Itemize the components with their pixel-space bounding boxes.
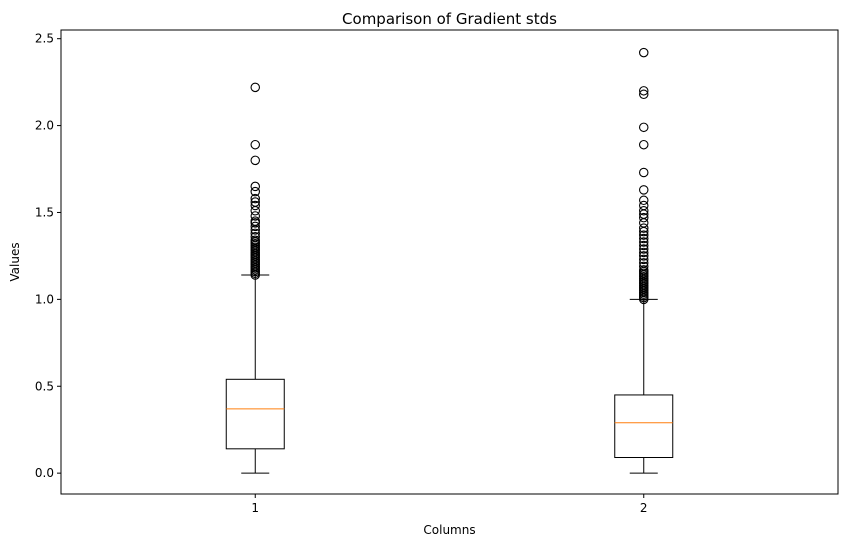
outlier-point [638, 212, 649, 223]
outlier-point [250, 235, 261, 246]
outlier-point [638, 230, 649, 240]
outlier-point [638, 247, 649, 258]
outlier-point [638, 47, 649, 58]
outlier-point [250, 186, 261, 197]
plot-area-frame [60, 29, 839, 495]
outlier-point [638, 167, 649, 178]
y-tick-label: 1.0 [35, 292, 54, 306]
x-tick-label: 2 [640, 501, 648, 515]
x-tick-label: 1 [251, 501, 259, 515]
y-axis: 0.0 0.5 1.0 1.5 2.0 2.5 [35, 32, 61, 480]
y-tick-label: 2.0 [35, 119, 54, 133]
outlier-point [638, 244, 649, 254]
outlier-point [250, 193, 261, 204]
interquartile-box [614, 394, 674, 459]
x-axis-label: Columns [423, 523, 475, 537]
outlier-point [638, 86, 649, 96]
outlier-point [638, 185, 649, 195]
outlier-point [250, 82, 261, 93]
outlier-point [250, 181, 261, 192]
outlier-point [638, 139, 649, 150]
box-plot-2 [614, 47, 674, 474]
outlier-point [250, 211, 261, 221]
outlier-point [250, 200, 261, 211]
outlier-point [250, 228, 261, 239]
box-series [225, 47, 674, 474]
outlier-point [250, 139, 261, 150]
outlier-point [638, 240, 649, 251]
outlier-point [638, 122, 649, 133]
outlier-point [638, 251, 649, 261]
outlier-point [250, 216, 261, 226]
outlier-point [638, 261, 649, 272]
y-tick-label: 0.5 [35, 379, 54, 393]
outlier-point [638, 195, 649, 206]
outlier-point [638, 205, 649, 216]
outlier-point [638, 237, 649, 247]
y-axis-label: Values [8, 242, 22, 281]
outlier-point [250, 232, 261, 242]
y-tick-label: 1.5 [35, 205, 54, 219]
outlier-point [638, 200, 649, 211]
interquartile-box [225, 378, 285, 450]
outlier-point [250, 197, 261, 207]
y-tick-label: 2.5 [35, 32, 54, 46]
outlier-point [250, 155, 261, 166]
outlier-point [638, 233, 649, 244]
y-tick-label: 0.0 [35, 466, 54, 480]
outlier-point [638, 258, 649, 268]
outlier-point [638, 89, 649, 100]
chart-title: Comparison of Gradient stds [342, 10, 557, 28]
outlier-point [638, 265, 649, 275]
box-plot-1 [225, 82, 285, 474]
outlier-point [638, 254, 649, 265]
outlier-point [250, 221, 261, 232]
outlier-point [638, 223, 649, 233]
